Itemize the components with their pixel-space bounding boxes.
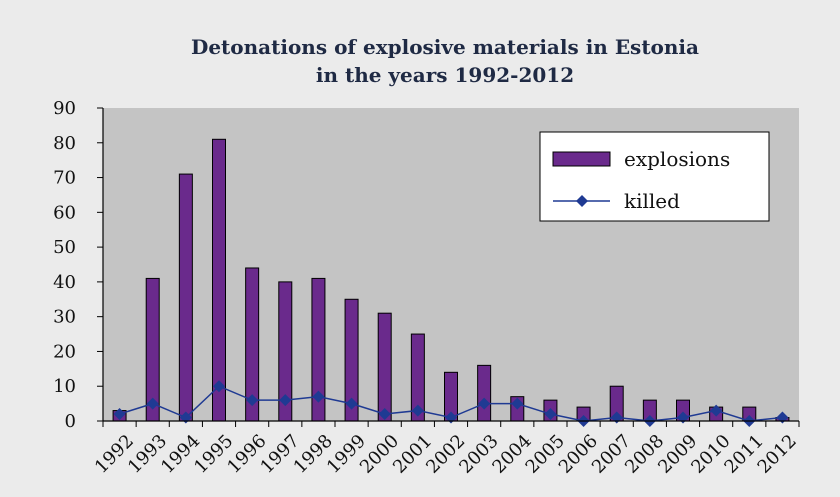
y-tick-label-60: 60 bbox=[53, 202, 76, 223]
point-killed-2010 bbox=[710, 404, 723, 417]
explosions-bars bbox=[112, 138, 790, 422]
legend-swatch-explosions bbox=[552, 151, 611, 167]
point-killed-1992 bbox=[113, 408, 126, 421]
y-tick-label-50: 50 bbox=[53, 237, 76, 258]
bar-explosions-1994 bbox=[178, 173, 193, 422]
y-tick-label-10: 10 bbox=[53, 376, 76, 397]
y-tick-labels: 0 10 20 30 40 50 60 70 80 90 bbox=[53, 98, 76, 432]
point-killed-2003 bbox=[478, 397, 491, 410]
legend: explosions killed bbox=[539, 131, 770, 222]
bar-explosions-2000 bbox=[377, 312, 392, 422]
point-killed-2001 bbox=[411, 404, 424, 417]
y-tick-label-90: 90 bbox=[53, 98, 76, 119]
y-tick-label-40: 40 bbox=[53, 272, 76, 293]
y-tick-label-30: 30 bbox=[53, 307, 76, 328]
legend-label-explosions: explosions bbox=[624, 147, 730, 171]
bar-explosions-2003 bbox=[477, 364, 492, 422]
point-killed-1993 bbox=[146, 397, 159, 410]
bar-explosions-1995 bbox=[212, 138, 226, 422]
point-killed-1999 bbox=[345, 397, 358, 410]
chart-title-line-2: in the years 1992-2012 bbox=[316, 63, 574, 87]
point-killed-1998 bbox=[312, 390, 325, 403]
point-killed-1997 bbox=[279, 394, 292, 407]
chart-title: Detonations of explosive materials in Es… bbox=[191, 35, 699, 87]
point-killed-2004 bbox=[511, 397, 524, 410]
y-tick-label-80: 80 bbox=[53, 133, 76, 154]
point-killed-1996 bbox=[246, 394, 259, 407]
chart-title-line-1: Detonations of explosive materials in Es… bbox=[191, 35, 699, 59]
axes bbox=[97, 107, 800, 427]
point-killed-1995 bbox=[213, 380, 225, 393]
legend-box bbox=[539, 131, 770, 222]
legend-label-killed: killed bbox=[624, 189, 680, 213]
y-tick-label-20: 20 bbox=[53, 341, 76, 362]
legend-marker-killed bbox=[576, 195, 588, 207]
y-tick-label-70: 70 bbox=[53, 168, 76, 189]
point-killed-2005 bbox=[544, 408, 557, 421]
point-killed-2000 bbox=[378, 408, 391, 421]
y-tick-label-0: 0 bbox=[65, 411, 76, 432]
